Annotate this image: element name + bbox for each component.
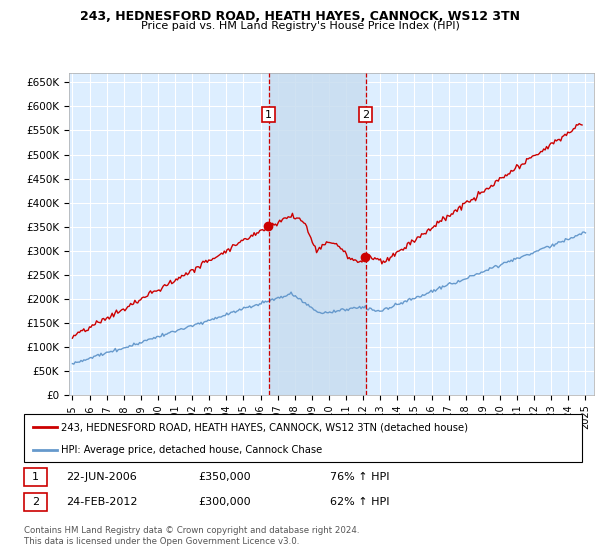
Text: £300,000: £300,000 — [198, 497, 251, 507]
Text: Contains HM Land Registry data © Crown copyright and database right 2024.
This d: Contains HM Land Registry data © Crown c… — [24, 526, 359, 546]
Text: 243, HEDNESFORD ROAD, HEATH HAYES, CANNOCK, WS12 3TN (detached house): 243, HEDNESFORD ROAD, HEATH HAYES, CANNO… — [61, 422, 468, 432]
Text: HPI: Average price, detached house, Cannock Chase: HPI: Average price, detached house, Cann… — [61, 445, 322, 455]
Text: 1: 1 — [32, 472, 39, 482]
Text: 243, HEDNESFORD ROAD, HEATH HAYES, CANNOCK, WS12 3TN: 243, HEDNESFORD ROAD, HEATH HAYES, CANNO… — [80, 10, 520, 23]
Text: 1: 1 — [265, 110, 272, 120]
Text: 22-JUN-2006: 22-JUN-2006 — [66, 472, 137, 482]
Bar — [269, 73, 365, 395]
Text: £350,000: £350,000 — [198, 472, 251, 482]
Text: 2: 2 — [32, 497, 39, 507]
Text: 2: 2 — [362, 110, 369, 120]
Text: 62% ↑ HPI: 62% ↑ HPI — [330, 497, 389, 507]
Text: 76% ↑ HPI: 76% ↑ HPI — [330, 472, 389, 482]
Text: Price paid vs. HM Land Registry's House Price Index (HPI): Price paid vs. HM Land Registry's House … — [140, 21, 460, 31]
Text: 24-FEB-2012: 24-FEB-2012 — [66, 497, 137, 507]
